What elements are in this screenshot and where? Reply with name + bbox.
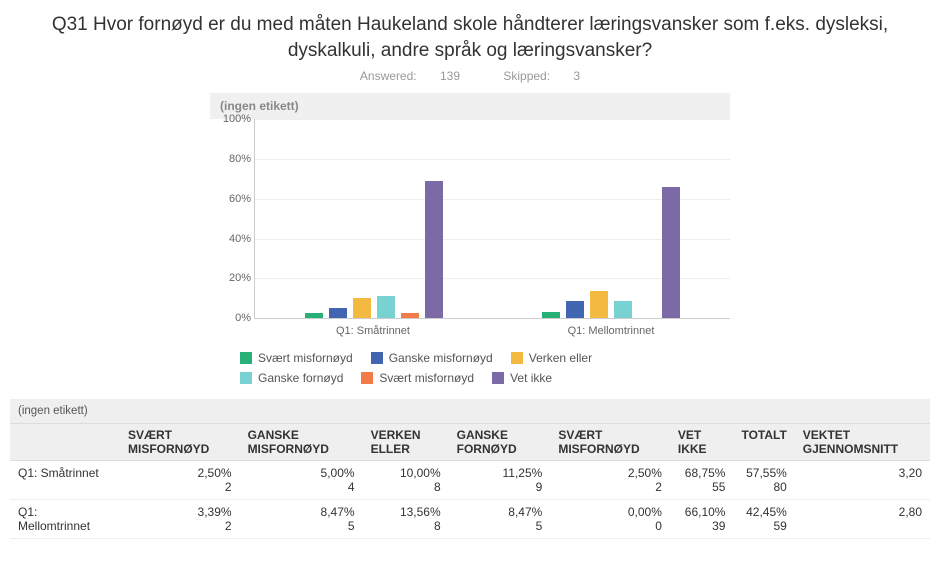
table-column-header: SVÆRT MISFORNØYD: [550, 424, 670, 461]
answered-label: Answered:: [360, 69, 417, 83]
legend-item: Verken eller: [511, 351, 592, 365]
results-table: (ingen etikett) SVÆRT MISFORNØYDGANSKE M…: [10, 399, 930, 539]
y-tick-label: 20%: [211, 272, 251, 284]
bar: [329, 308, 347, 318]
row-label: Q1: Småtrinnet: [10, 461, 120, 500]
chart-plot-area: 0%20%40%60%80%100%: [254, 119, 730, 319]
y-tick-label: 40%: [211, 233, 251, 245]
bar: [542, 312, 560, 319]
y-tick-label: 80%: [211, 153, 251, 165]
table-column-header: VET IKKE: [670, 424, 734, 461]
bar: [377, 296, 395, 318]
table-cell: 2,50%2: [550, 461, 670, 500]
legend-swatch: [511, 352, 523, 364]
y-tick-label: 100%: [211, 113, 251, 125]
bar: [353, 298, 371, 318]
row-label: Q1: Mellomtrinnet: [10, 500, 120, 539]
legend-label: Svært misfornøyd: [379, 371, 474, 385]
bar: [662, 187, 680, 319]
table-column-header: VEKTET GJENNOMSNITT: [795, 424, 930, 461]
table-cell: 2,80: [795, 500, 930, 539]
bar-group: [493, 119, 731, 318]
legend-swatch: [492, 372, 504, 384]
legend-swatch: [371, 352, 383, 364]
table-row: Q1: Mellomtrinnet3,39%28,47%513,56%88,47…: [10, 500, 930, 539]
table-cell: 10,00%8: [363, 461, 449, 500]
legend-item: Ganske fornøyd: [240, 371, 343, 385]
y-tick-label: 0%: [211, 312, 251, 324]
table-cell: 8,47%5: [449, 500, 551, 539]
table-cell: 5,00%4: [240, 461, 363, 500]
legend-label: Ganske misfornøyd: [389, 351, 493, 365]
table-column-header: VERKEN ELLER: [363, 424, 449, 461]
legend-item: Svært misfornøyd: [240, 351, 353, 365]
answered-count: 139: [440, 69, 460, 83]
table-cell: 13,56%8: [363, 500, 449, 539]
bar-chart: (ingen etikett) 0%20%40%60%80%100% Q1: S…: [210, 93, 730, 337]
legend-swatch: [240, 352, 252, 364]
legend-swatch: [361, 372, 373, 384]
legend-label: Ganske fornøyd: [258, 371, 343, 385]
chart-etikett-header: (ingen etikett): [210, 93, 730, 119]
bar: [401, 313, 419, 318]
y-tick-label: 60%: [211, 193, 251, 205]
legend-label: Svært misfornøyd: [258, 351, 353, 365]
chart-x-labels: Q1: SmåtrinnetQ1: Mellomtrinnet: [254, 319, 730, 337]
table-cell: 3,20: [795, 461, 930, 500]
table-column-header: GANSKE FORNØYD: [449, 424, 551, 461]
bar: [566, 301, 584, 318]
table-column-header: TOTALT: [733, 424, 794, 461]
bar: [305, 313, 323, 318]
bar: [425, 181, 443, 318]
table-cell: 8,47%5: [240, 500, 363, 539]
skipped-label: Skipped:: [503, 69, 550, 83]
bar: [614, 301, 632, 318]
legend-swatch: [240, 372, 252, 384]
table-cell: 68,75%55: [670, 461, 734, 500]
table-column-header: SVÆRT MISFORNØYD: [120, 424, 240, 461]
legend-item: Vet ikke: [492, 371, 552, 385]
legend-label: Verken eller: [529, 351, 592, 365]
legend-item: Ganske misfornøyd: [371, 351, 493, 365]
x-tick-label: Q1: Mellomtrinnet: [492, 319, 730, 337]
bar: [590, 291, 608, 318]
table-cell: 2,50%2: [120, 461, 240, 500]
legend-label: Vet ikke: [510, 371, 552, 385]
bar-group: [255, 119, 493, 318]
response-stats: Answered: 139 Skipped: 3: [10, 69, 930, 83]
table-cell: 0,00%0: [550, 500, 670, 539]
table-etikett-header: (ingen etikett): [10, 399, 930, 424]
table-row: Q1: Småtrinnet2,50%25,00%410,00%811,25%9…: [10, 461, 930, 500]
table-cell: 3,39%2: [120, 500, 240, 539]
table-cell: 57,55%80: [733, 461, 794, 500]
table-cell: 66,10%39: [670, 500, 734, 539]
chart-legend: Svært misfornøyd Ganske misfornøyd Verken …: [240, 351, 700, 385]
question-title: Q31 Hvor fornøyd er du med måten Haukela…: [30, 12, 910, 63]
skipped-count: 3: [573, 69, 580, 83]
table-cell: 42,45%59: [733, 500, 794, 539]
table-body: Q1: Småtrinnet2,50%25,00%410,00%811,25%9…: [10, 461, 930, 539]
legend-item: Svært misfornøyd: [361, 371, 474, 385]
x-tick-label: Q1: Småtrinnet: [254, 319, 492, 337]
table-header-row: SVÆRT MISFORNØYDGANSKE MISFORNØYDVERKEN …: [10, 424, 930, 461]
table-column-header: GANSKE MISFORNØYD: [240, 424, 363, 461]
table-cell: 11,25%9: [449, 461, 551, 500]
